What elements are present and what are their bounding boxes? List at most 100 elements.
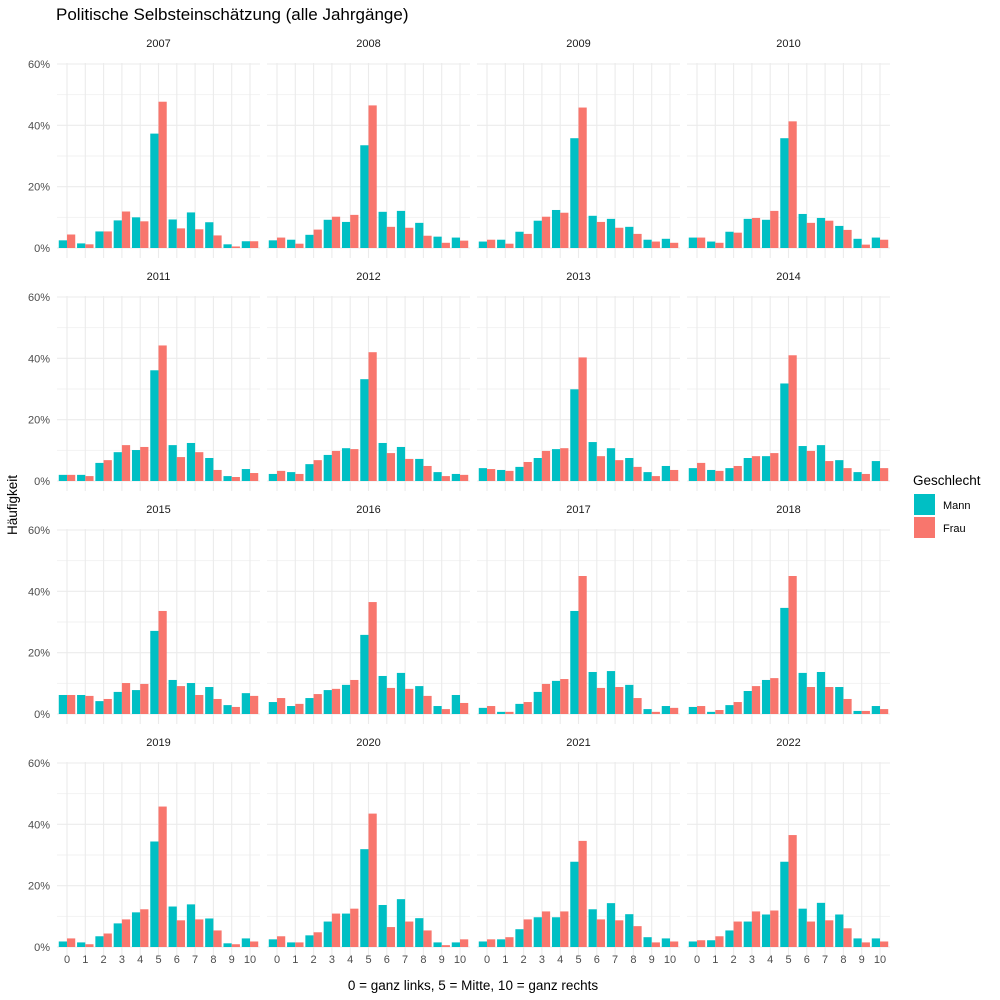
bar-2016-mann-2 [305, 698, 314, 714]
bar-2013-mann-7 [606, 448, 616, 481]
facet-panel-2013: 2013 [477, 271, 680, 491]
facet-strip-label: 2020 [356, 737, 380, 749]
bar-2013-frau-8 [633, 466, 642, 481]
bar-2013-mann-1 [497, 469, 506, 481]
bar-2012-mann-4 [341, 448, 351, 481]
bar-2009-frau-8 [633, 233, 642, 248]
bar-2011-frau-0 [67, 474, 76, 481]
y-tick-label: 60% [28, 59, 50, 71]
bar-2007-mann-4 [131, 217, 141, 248]
bar-2018-mann-4 [761, 679, 771, 714]
bar-2011-frau-2 [103, 460, 112, 481]
x-tick-label: 2 [101, 954, 107, 966]
bar-2007-frau-9 [231, 246, 240, 248]
x-tick-label: 4 [347, 954, 353, 966]
legend-swatch-frau [914, 517, 935, 538]
bar-2019-mann-7 [186, 904, 196, 947]
bar-2016-mann-3 [323, 690, 332, 714]
bar-2015-mann-6 [168, 679, 177, 714]
bar-2022-mann-1 [707, 940, 716, 947]
bar-2007-frau-5 [158, 101, 167, 248]
bar-2010-mann-2 [725, 231, 734, 248]
bar-2008-mann-6 [378, 211, 387, 248]
bar-2014-mann-8 [835, 460, 844, 481]
bar-2007-mann-6 [168, 219, 177, 248]
bar-2018-mann-0 [688, 706, 697, 714]
bar-2009-frau-1 [505, 243, 514, 248]
bar-2021-frau-10 [670, 941, 679, 947]
bar-2009-frau-2 [523, 233, 532, 248]
facet-strip-label: 2009 [566, 38, 590, 50]
bar-2013-mann-9 [643, 472, 652, 481]
bar-2017-mann-7 [606, 671, 616, 714]
facet-panel-2007: 2007 0% 20% 40% 60% [28, 38, 260, 258]
bar-2020-frau-7 [405, 921, 414, 947]
x-tick-label: 4 [767, 954, 773, 966]
bar-2016-frau-3 [331, 688, 341, 714]
bar-2017-frau-6 [596, 687, 606, 714]
bar-2010-frau-7 [825, 220, 834, 248]
bar-2009-mann-2 [515, 231, 524, 248]
x-tick-label: 3 [119, 954, 125, 966]
bar-2019-frau-2 [103, 933, 112, 947]
bar-2022-frau-1 [715, 936, 724, 947]
bar-2019-frau-6 [176, 920, 186, 947]
x-tick-label: 8 [420, 954, 426, 966]
bar-2010-mann-1 [707, 241, 716, 248]
bar-2016-frau-10 [460, 702, 469, 714]
bar-2012-mann-10 [451, 473, 460, 481]
bar-2015-mann-9 [223, 705, 232, 714]
bar-2008-mann-0 [268, 240, 277, 248]
x-tick-label: 3 [329, 954, 335, 966]
bar-2019-mann-1 [77, 942, 86, 947]
bar-2017-mann-3 [533, 691, 542, 714]
bar-2013-frau-1 [505, 470, 514, 481]
bar-2008-frau-5 [368, 105, 377, 249]
x-tick-label: 6 [384, 954, 390, 966]
bar-2019-mann-4 [131, 912, 141, 947]
bar-2014-mann-1 [707, 469, 716, 481]
facet-panel-2012: 2012 [267, 271, 470, 491]
bar-2019-mann-5 [150, 841, 159, 947]
bar-2013-mann-10 [661, 465, 670, 481]
bar-2015-frau-0 [67, 694, 76, 714]
bar-2022-mann-2 [725, 930, 734, 947]
bar-2019-frau-9 [231, 944, 240, 947]
bar-2018-frau-4 [770, 678, 779, 714]
bar-2020-frau-1 [295, 942, 304, 947]
bar-2010-mann-7 [816, 217, 826, 248]
x-tick-label: 9 [649, 954, 655, 966]
facet-panel-2009: 2009 [477, 38, 680, 258]
bar-2018-frau-2 [733, 702, 742, 714]
bar-2020-mann-6 [378, 904, 387, 947]
bar-2021-frau-6 [596, 919, 606, 947]
bar-2014-frau-5 [788, 355, 797, 481]
x-tick-label: 0 [274, 954, 280, 966]
x-tick-label: 0 [694, 954, 700, 966]
bar-2019-mann-2 [95, 936, 104, 947]
bar-2008-frau-2 [313, 229, 322, 248]
x-tick-label: 7 [402, 954, 408, 966]
bar-2008-frau-3 [331, 216, 341, 248]
bar-2010-frau-1 [715, 242, 724, 248]
bar-2017-mann-8 [625, 684, 634, 714]
x-tick-label: 7 [612, 954, 618, 966]
bar-2016-frau-6 [386, 687, 396, 714]
bar-2009-mann-6 [588, 215, 597, 248]
x-tick-label: 2 [311, 954, 317, 966]
bar-2012-mann-9 [433, 472, 442, 481]
bar-2015-mann-4 [131, 690, 141, 714]
bar-2007-frau-8 [213, 235, 222, 248]
bar-2022-mann-10 [871, 938, 880, 947]
bar-2020-frau-10 [460, 939, 469, 947]
bar-2012-mann-0 [268, 473, 277, 481]
bar-2012-mann-5 [360, 379, 369, 481]
bar-2016-frau-7 [405, 688, 414, 714]
x-tick-label: 9 [439, 954, 445, 966]
bar-2010-mann-3 [743, 218, 752, 248]
bar-2012-mann-7 [396, 446, 406, 481]
x-tick-label: 10 [664, 954, 676, 966]
bar-2019-frau-0 [67, 938, 76, 947]
bar-2019-mann-6 [168, 906, 177, 947]
bar-2012-frau-8 [423, 465, 432, 481]
